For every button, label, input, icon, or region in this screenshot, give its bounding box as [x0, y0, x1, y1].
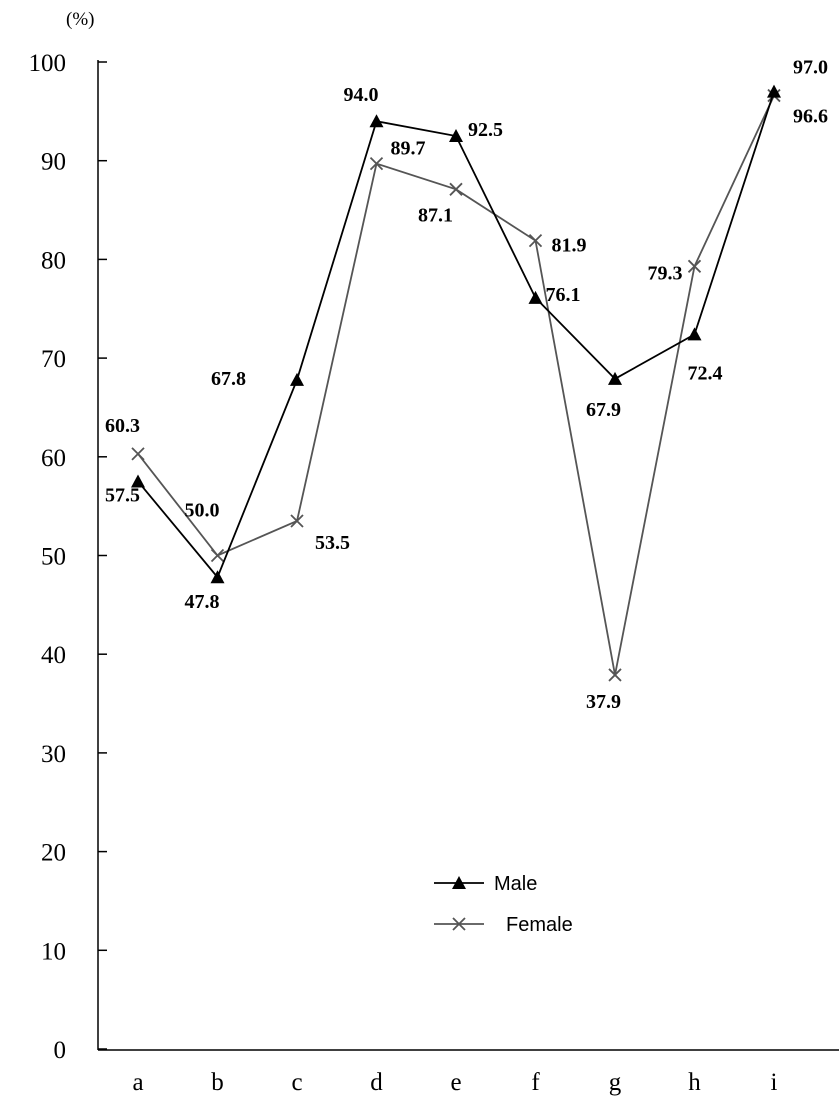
triangle-marker — [767, 84, 781, 98]
triangle-marker — [687, 327, 702, 341]
y-tick-label: 90 — [41, 149, 66, 176]
data-label-male: 94.0 — [344, 84, 379, 106]
y-tick-label: 10 — [41, 938, 66, 965]
data-label-male: 76.1 — [546, 284, 581, 306]
series-layer — [131, 84, 781, 682]
x-tick-label: i — [771, 1069, 778, 1096]
data-label-male: 67.9 — [586, 399, 621, 421]
x-tick-label: g — [609, 1069, 622, 1096]
x-tick-label: f — [531, 1069, 540, 1096]
data-label-male: 72.4 — [688, 362, 723, 384]
data-label-female: 81.9 — [552, 235, 587, 257]
y-tick-label: 30 — [41, 741, 66, 768]
x-marker — [449, 182, 463, 196]
legend-label-female: Female — [506, 914, 573, 936]
x-tick-label: b — [211, 1069, 224, 1096]
legend-marker-female — [452, 917, 466, 931]
data-label-female: 37.9 — [586, 691, 621, 713]
y-tick-label: 20 — [41, 840, 66, 867]
x-marker — [608, 668, 622, 682]
data-label-female: 60.3 — [105, 415, 140, 437]
y-tick-label: 60 — [41, 445, 66, 472]
y-ticks: 0 10 20 30 40 50 60 70 80 90 100 — [29, 50, 107, 1064]
legend: Male Female — [434, 873, 573, 936]
y-tick-label: 80 — [41, 247, 66, 274]
triangle-marker — [131, 474, 145, 488]
x-marker — [687, 259, 702, 273]
y-tick-label: 0 — [54, 1037, 67, 1064]
data-label-female: 53.5 — [315, 532, 350, 554]
y-tick-label: 40 — [41, 642, 66, 669]
data-label-female: 89.7 — [391, 138, 426, 160]
x-ticks: a b c d e f g h i — [132, 1069, 777, 1096]
x-marker — [290, 514, 304, 528]
data-label-male: 97.0 — [793, 57, 828, 79]
y-tick-label: 70 — [41, 346, 66, 373]
legend-label-male: Male — [494, 873, 537, 895]
data-label-female: 96.6 — [793, 106, 828, 128]
triangle-marker — [608, 371, 622, 385]
triangle-marker — [369, 114, 384, 128]
x-tick-label: a — [132, 1069, 143, 1096]
data-label-male: 67.8 — [211, 368, 246, 390]
x-tick-label: h — [688, 1069, 701, 1096]
data-label-female: 50.0 — [185, 500, 220, 522]
data-label-female: 87.1 — [418, 204, 453, 226]
x-tick-label: e — [450, 1069, 461, 1096]
triangle-marker — [290, 372, 304, 386]
data-labels: 57.5 47.8 67.8 94.0 92.5 76.1 67.9 72.4 97.0 60.3… — [105, 57, 828, 713]
x-marker — [131, 447, 145, 461]
x-marker — [528, 234, 543, 248]
triangle-marker — [449, 129, 463, 143]
x-marker — [369, 157, 384, 171]
x-tick-label: d — [370, 1069, 383, 1096]
triangle-marker — [528, 290, 543, 304]
legend-marker-male — [452, 876, 466, 889]
y-tick-label: 100 — [29, 50, 67, 77]
triangle-marker — [210, 570, 225, 584]
data-label-male: 92.5 — [468, 119, 503, 141]
y-unit-label: (%) — [66, 9, 94, 30]
data-label-male: 47.8 — [185, 591, 220, 613]
data-label-female: 79.3 — [648, 262, 683, 284]
data-label-male: 57.5 — [105, 484, 140, 506]
y-tick-label: 50 — [41, 544, 66, 571]
x-marker — [210, 548, 225, 563]
series-male — [131, 84, 781, 584]
x-tick-label: c — [291, 1069, 302, 1096]
series-line-male — [137, 91, 775, 579]
